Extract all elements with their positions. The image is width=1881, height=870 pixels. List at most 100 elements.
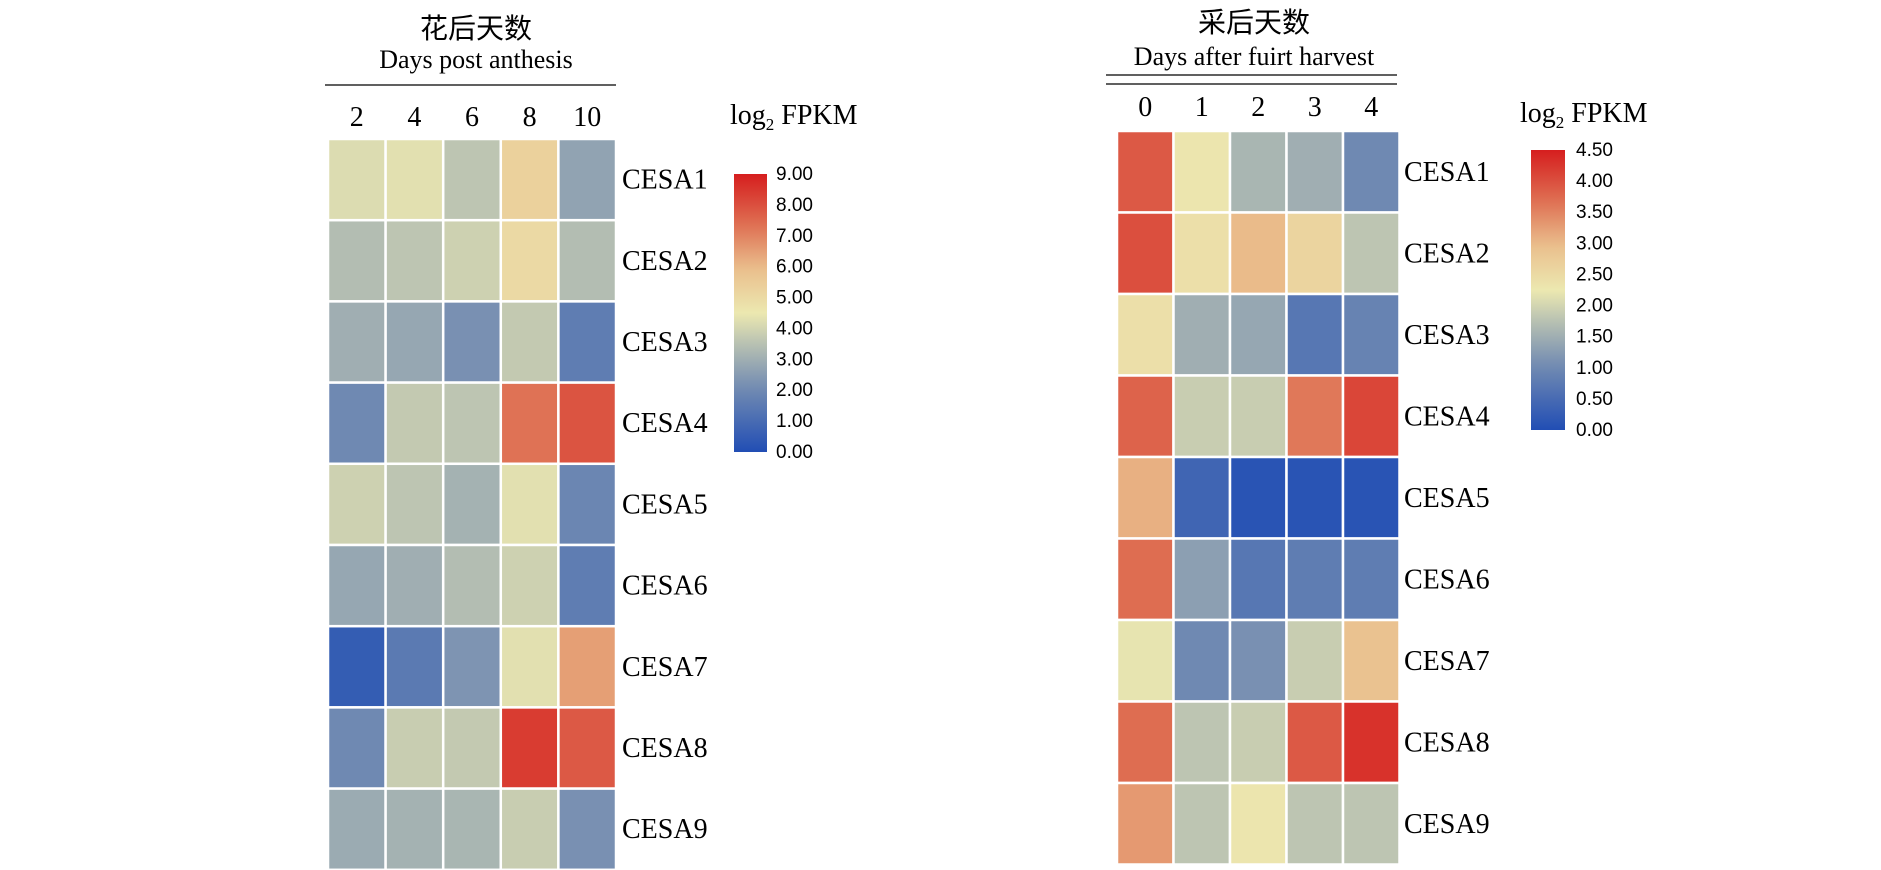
row-label-cesa8: CESA8	[622, 733, 708, 764]
cell-cesa4-8	[499, 381, 560, 466]
cell-cesa4-4	[384, 381, 445, 466]
legend-tick-4.00: 4.00	[776, 318, 813, 339]
cell-cesa7-4	[384, 624, 445, 709]
cell-cesa9-2	[326, 787, 387, 870]
cell-cesa6-10	[557, 543, 618, 628]
right-legend-title-log: log	[1520, 98, 1556, 129]
cell-cesa9-10	[557, 787, 618, 870]
cell-cesa1-0	[1115, 129, 1175, 214]
row-label-cesa9: CESA9	[1404, 809, 1490, 840]
left-subtitle: Days post anthesis	[379, 45, 573, 74]
left-legend-title-log: log	[730, 100, 766, 131]
cell-cesa8-4	[384, 706, 445, 790]
cell-cesa1-4	[384, 137, 445, 222]
cell-cesa8-4	[1341, 700, 1401, 785]
cell-cesa1-6	[441, 137, 503, 222]
left-column-labels: 2 4 6 8 10	[350, 102, 601, 133]
cell-cesa7-6	[441, 624, 503, 709]
legend-tick-4.00: 4.00	[1576, 171, 1613, 192]
legend-colorbar	[1531, 150, 1565, 430]
legend-colorbar	[734, 174, 767, 452]
legend-tick-0.00: 0.00	[1576, 420, 1613, 441]
cell-cesa6-1	[1172, 537, 1232, 622]
row-label-cesa4: CESA4	[622, 408, 708, 439]
cell-cesa9-0	[1115, 781, 1175, 866]
cell-cesa7-2	[1228, 618, 1288, 703]
row-label-cesa6: CESA6	[622, 571, 708, 602]
right-column-labels: 0 1 2 3 4	[1138, 92, 1378, 123]
left-title: 花后天数	[420, 13, 532, 45]
cell-cesa7-8	[499, 624, 560, 709]
cell-cesa3-3	[1285, 292, 1345, 377]
cell-cesa9-4	[1341, 781, 1401, 866]
cell-cesa3-4	[384, 300, 445, 384]
row-label-cesa1: CESA1	[1404, 157, 1490, 188]
right-row-labels: CESA1 CESA2 CESA3 CESA4 CESA5 CESA6 CESA7 CESA8…	[1404, 157, 1490, 840]
legend-tick-2.00: 2.00	[776, 380, 813, 401]
cell-cesa2-3	[1285, 211, 1345, 296]
legend-tick-5.00: 5.00	[776, 288, 813, 309]
row-label-cesa1: CESA1	[622, 165, 708, 196]
row-label-cesa5: CESA5	[1404, 483, 1490, 514]
right-legend-title-sub: 2	[1556, 113, 1565, 132]
cell-cesa8-6	[441, 706, 503, 790]
cell-cesa9-2	[1228, 781, 1288, 866]
cell-cesa6-6	[441, 543, 503, 628]
cell-cesa4-4	[1341, 374, 1401, 459]
right-title: 采后天数	[1198, 7, 1310, 39]
cell-cesa1-2	[326, 137, 387, 222]
left-heatmap-grid	[326, 137, 618, 870]
legend-tick-2.50: 2.50	[1576, 264, 1613, 285]
cell-cesa3-2	[326, 300, 387, 384]
cell-cesa6-4	[384, 543, 445, 628]
cell-cesa1-2	[1228, 129, 1288, 214]
cell-cesa8-2	[1228, 700, 1288, 785]
cell-cesa4-2	[326, 381, 387, 466]
cell-cesa2-10	[557, 218, 618, 303]
left-legend-title-fpkm: FPKM	[774, 100, 857, 131]
cell-cesa5-6	[441, 462, 503, 547]
left-row-labels: CESA1 CESA2 CESA3 CESA4 CESA5 CESA6 CESA7 CESA8…	[622, 165, 708, 846]
right-subtitle: Days after fuirt harvest	[1134, 42, 1375, 71]
column-label-8: 8	[523, 102, 537, 133]
cell-cesa2-0	[1115, 211, 1175, 296]
cell-cesa6-8	[499, 543, 560, 628]
legend-tick-6.00: 6.00	[776, 257, 813, 278]
cell-cesa5-2	[1228, 455, 1288, 540]
column-label-10: 10	[573, 102, 601, 133]
cell-cesa3-0	[1115, 292, 1175, 377]
cell-cesa5-1	[1172, 455, 1232, 540]
row-label-cesa7: CESA7	[622, 652, 708, 683]
right-color-legend: log2 FPKM 4.50 4.00 3.50 3.00 2.50 2.00 1.50 1.…	[1520, 98, 1648, 441]
cell-cesa3-6	[441, 300, 503, 384]
cell-cesa1-10	[557, 137, 618, 222]
cell-cesa4-6	[441, 381, 503, 466]
cell-cesa7-4	[1341, 618, 1401, 703]
row-label-cesa5: CESA5	[622, 489, 708, 520]
column-label-4: 4	[1364, 92, 1378, 123]
column-label-6: 6	[465, 102, 479, 133]
cell-cesa6-4	[1341, 537, 1401, 622]
cell-cesa6-2	[1228, 537, 1288, 622]
cell-cesa2-4	[384, 218, 445, 303]
cell-cesa9-1	[1172, 781, 1232, 866]
cell-cesa5-8	[499, 462, 560, 547]
cell-cesa6-2	[326, 543, 387, 628]
svg-text:log2 FPKM: log2 FPKM	[730, 100, 858, 134]
cell-cesa9-6	[441, 787, 503, 870]
column-label-2: 2	[350, 102, 364, 133]
cell-cesa5-4	[384, 462, 445, 547]
row-label-cesa9: CESA9	[622, 814, 708, 845]
cell-cesa2-1	[1172, 211, 1232, 296]
cell-cesa5-0	[1115, 455, 1175, 540]
cell-cesa4-0	[1115, 374, 1175, 459]
row-label-cesa3: CESA3	[1404, 320, 1490, 351]
column-label-0: 0	[1138, 92, 1152, 123]
column-label-1: 1	[1195, 92, 1209, 123]
cell-cesa3-1	[1172, 292, 1232, 377]
cell-cesa5-10	[557, 462, 618, 547]
legend-tick-9.00: 9.00	[776, 164, 813, 185]
legend-tick-0.00: 0.00	[776, 442, 813, 463]
legend-tick-3.00: 3.00	[776, 349, 813, 370]
right-heatmap-grid	[1115, 129, 1401, 866]
